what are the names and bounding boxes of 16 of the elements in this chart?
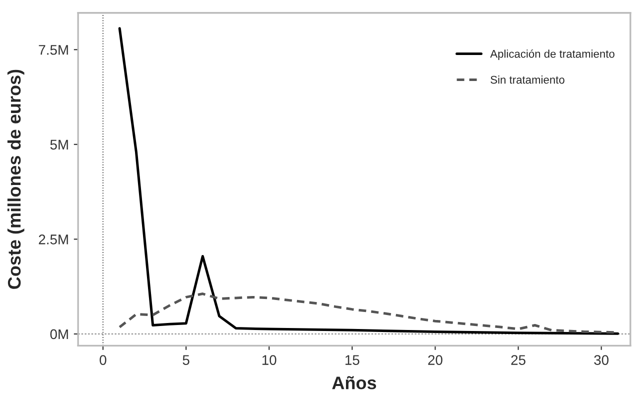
x-tick-label: 0 bbox=[100, 355, 106, 365]
x-tick-label: 20 bbox=[428, 355, 442, 365]
y-tick-label: 7.5M bbox=[38, 45, 68, 55]
line-series bbox=[118, 27, 620, 335]
x-tick-label: 25 bbox=[511, 355, 526, 365]
y-axis-title: Coste (millones de euros) bbox=[7, 70, 24, 289]
x-tick-label: 30 bbox=[594, 355, 609, 365]
x-tick-label: 10 bbox=[262, 355, 276, 365]
y-tick-label: 0M bbox=[50, 329, 68, 340]
legend-label: Sin tratamiento bbox=[490, 76, 564, 84]
y-tick-label: 2.5M bbox=[38, 234, 68, 244]
y-tick-label: 5M bbox=[50, 140, 68, 150]
x-tick-label: 5 bbox=[182, 355, 190, 365]
legend-label: Aplicación de tratamiento bbox=[490, 49, 614, 60]
x-axis-title: Años bbox=[332, 376, 376, 390]
x-tick-label: 15 bbox=[346, 355, 360, 365]
